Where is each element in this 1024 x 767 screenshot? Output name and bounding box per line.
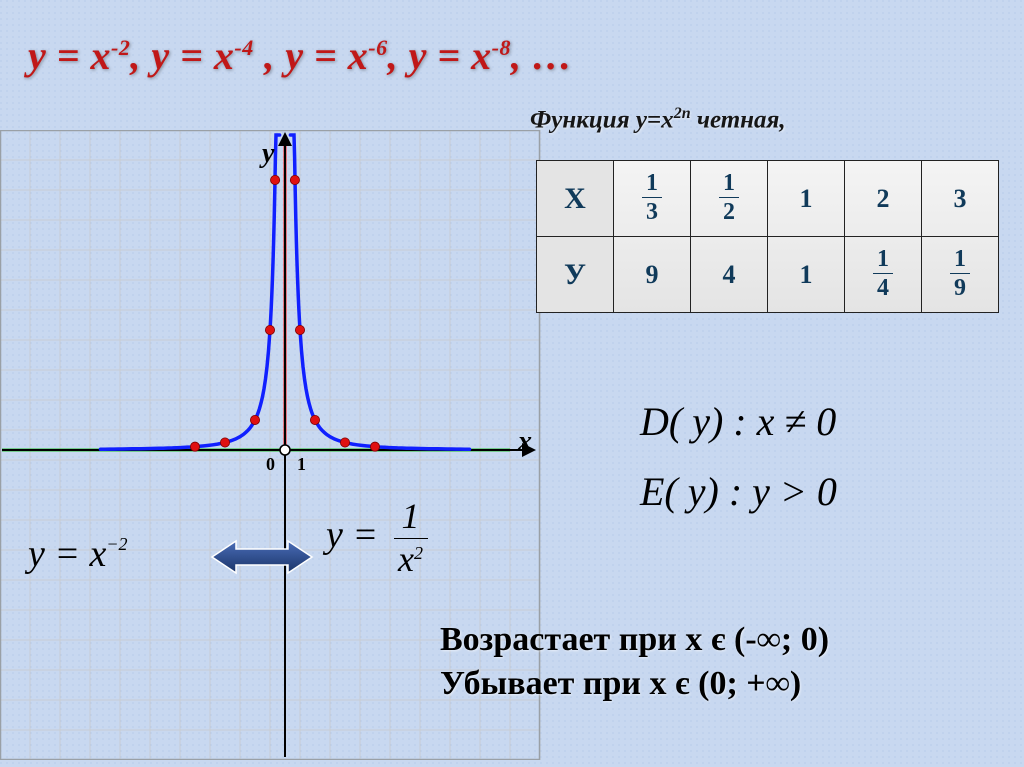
subtitle-exp: 2n <box>674 105 691 122</box>
formula-y-eq-x-neg2: y = x−2 <box>28 532 128 576</box>
y-axis-label: у <box>262 138 274 170</box>
origin-zero-label: 0 <box>266 454 275 475</box>
table-cell: 1 <box>768 237 845 313</box>
table-y-header: У <box>537 237 614 313</box>
f1-exp: −2 <box>106 534 127 554</box>
table-cell: 4 <box>691 237 768 313</box>
double-arrow-icon <box>210 535 314 579</box>
domain-formula: D( y) : x ≠ 0 <box>640 398 836 445</box>
f2-den-base: x <box>398 539 414 579</box>
subtitle: Функция y=x2n четная, <box>530 105 786 134</box>
f1-lhs: y = x <box>28 533 106 575</box>
table-cell: 2 <box>845 161 922 237</box>
table-cell: 1 <box>768 161 845 237</box>
subtitle-suffix: четная, <box>691 106 786 133</box>
table-x-header: Х <box>537 161 614 237</box>
table-cell: 13 <box>614 161 691 237</box>
table-cell: 19 <box>922 237 999 313</box>
title-line: y = x-2, y = x-4 , y = x-6, y = x-8, … <box>28 32 573 79</box>
range-formula: E( y) : y > 0 <box>640 468 837 515</box>
x-axis-label: х <box>518 426 532 458</box>
unit-one-label: 1 <box>297 454 306 475</box>
increasing-line: Возрастает при х є (-∞; 0) <box>440 618 829 662</box>
monotonicity-text: Возрастает при х є (-∞; 0) Убывает при х… <box>440 618 829 706</box>
table-cell: 3 <box>922 161 999 237</box>
table-cell: 9 <box>614 237 691 313</box>
f2-den-exp: 2 <box>414 543 423 563</box>
value-table: Х 13 12 1 2 3 У 9 4 1 14 19 <box>536 160 999 313</box>
f2-lhs: y = <box>326 514 378 556</box>
formula-y-eq-1-over-x2: y = 1 x2 <box>326 498 428 579</box>
f2-num: 1 <box>394 498 428 539</box>
table-cell: 12 <box>691 161 768 237</box>
decreasing-line: Убывает при х є (0; +∞) <box>440 662 829 706</box>
table-cell: 14 <box>845 237 922 313</box>
